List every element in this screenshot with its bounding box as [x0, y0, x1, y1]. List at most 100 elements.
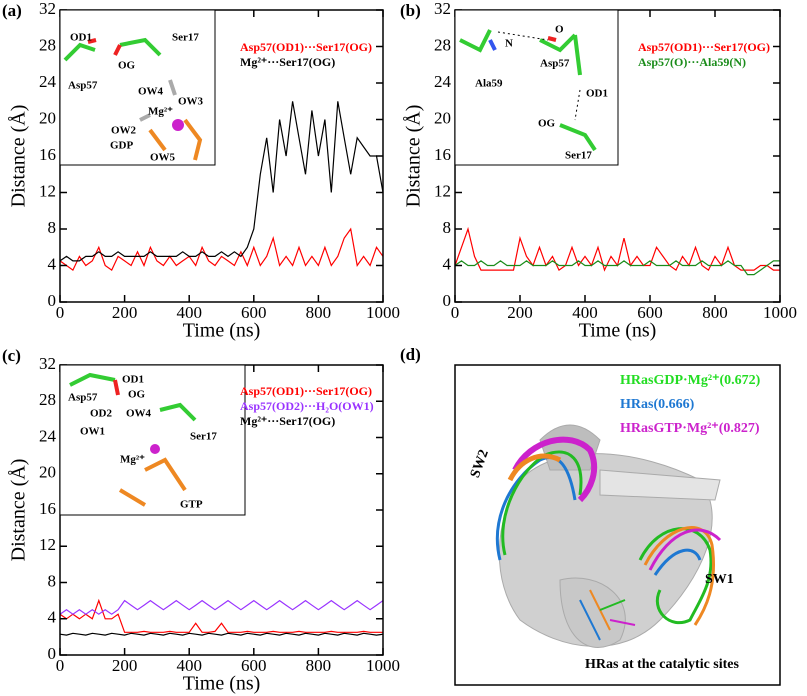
x-axis-label: Time (ns) [183, 320, 261, 342]
inset-sticks [459, 29, 597, 152]
series-line [59, 632, 384, 636]
chart: 0 4 8 12 16 20 24 28 32 0 200 400 600 800 1000 Time (ns… [8, 0, 400, 342]
y-tick-label: 16 [39, 499, 56, 518]
x-tick-label: 0 [56, 303, 65, 322]
inset-label: Mg²⁺ [148, 106, 173, 118]
x-axis-label: Time (ns) [579, 320, 657, 342]
inset-label: OD1 [70, 32, 92, 44]
inset-label: Asp57 [540, 58, 570, 70]
x-tick-label: 1000 [366, 303, 400, 322]
y-tick-label: 28 [39, 35, 56, 54]
y-axis-label: Distance (Å) [8, 459, 30, 562]
y-tick-label: 0 [443, 291, 452, 310]
inset-label: OG [538, 118, 556, 130]
hbond [497, 31, 581, 121]
inset-frame [59, 364, 246, 516]
inset-label: OD1 [122, 374, 144, 386]
inset-label: OW4 [126, 408, 152, 420]
y-tick-label: 20 [39, 463, 56, 482]
ion [150, 444, 160, 454]
y-tick-label: 32 [39, 354, 56, 373]
inset-c: OD1 Asp57 OG OD2 OW4 OW1 Ser17 Mg²⁺ GTP [59, 364, 246, 516]
ion [172, 119, 184, 131]
y-tick-label: 16 [39, 145, 56, 164]
x-tick-label: 200 [112, 656, 138, 675]
series-line [59, 227, 384, 272]
x-tick-label: 600 [241, 303, 267, 322]
inset-label: Mg²⁺ [120, 454, 145, 466]
structure-panel [454, 364, 781, 686]
inset-label: OG [118, 60, 136, 72]
inset-label: OD1 [586, 88, 608, 100]
x-tick-label: 400 [176, 303, 202, 322]
inset-frame [59, 9, 216, 166]
inset-label: OW2 [111, 125, 137, 137]
series-line [59, 599, 384, 615]
y-tick-label: 32 [39, 0, 56, 18]
y-tick-label: 8 [443, 218, 452, 237]
ligand [579, 589, 636, 641]
inset-label: Ala59 [475, 78, 503, 90]
legend-label: Mg²⁺···Ser17(OG) [240, 55, 335, 69]
inset-sticks [63, 37, 203, 161]
inset-label: GDP [110, 140, 134, 152]
inset-frame [454, 9, 619, 166]
y-tick-label: 28 [434, 35, 451, 54]
y-axis-label: Distance (Å) [8, 105, 30, 208]
inset-a: OD1 Ser17 OG Asp57 OW4 OW3 Mg²⁺ OW2 GDP … [59, 9, 216, 166]
inset-label: OW4 [138, 86, 164, 98]
x-tick-label: 600 [637, 303, 663, 322]
inset-label: Ser17 [565, 150, 592, 162]
inset-label: N [505, 38, 513, 50]
y-tick-label: 24 [434, 72, 452, 91]
inset-label: Asp57 [68, 392, 98, 404]
panel-label: (b) [400, 1, 421, 20]
legend-label: Asp57(O)···Ala59(N) [638, 55, 746, 69]
legend-label: Asp57(OD1)···Ser17(OG) [240, 384, 372, 398]
y-tick-label: 24 [39, 426, 57, 445]
y-tick-label: 32 [434, 0, 451, 18]
loops [495, 436, 722, 626]
x-tick-label: 0 [56, 656, 65, 675]
x-tick-label: 200 [507, 303, 533, 322]
legend-label: HRas(0.666) [620, 397, 695, 412]
y-tick-label: 28 [39, 390, 56, 409]
x-tick-label: 800 [306, 656, 332, 675]
inset-b: N O Ala59 Asp57 OD1 OG Ser17 [454, 9, 619, 166]
series-line [454, 260, 780, 276]
inset-label: O [555, 24, 564, 36]
legend-label: HRasGDP·Mg²⁺(0.672) [620, 373, 761, 388]
series-line [59, 598, 383, 633]
y-tick-label: 24 [39, 72, 57, 91]
x-tick-label: 800 [306, 303, 332, 322]
y-tick-label: 4 [48, 254, 57, 273]
y-tick-label: 0 [48, 291, 57, 310]
caption: HRas at the catalytic sites [585, 657, 740, 672]
legend-label: Asp57(OD1)···Ser17(OG) [638, 40, 770, 54]
y-tick-label: 4 [443, 254, 452, 273]
y-tick-label: 20 [434, 108, 451, 127]
inset-label: OW3 [178, 96, 204, 108]
x-tick-label: 0 [451, 303, 460, 322]
x-tick-label: 200 [112, 303, 138, 322]
y-tick-label: 12 [434, 181, 451, 200]
legend-label: Asp57(OD1)···Ser17(OG) [240, 40, 372, 54]
x-tick-label: 400 [176, 656, 202, 675]
y-tick-label: 8 [48, 571, 57, 590]
x-tick-label: 400 [572, 303, 598, 322]
region-label: SW1 [705, 572, 734, 587]
y-tick-label: 12 [39, 535, 56, 554]
x-tick-label: 600 [241, 656, 267, 675]
inset-label: Asp57 [68, 80, 98, 92]
legend-label: Mg²⁺···Ser17(OG) [240, 414, 335, 428]
inset-label: GTP [180, 499, 203, 511]
y-axis-label: Distance (Å) [403, 105, 425, 208]
inset-label: Ser17 [190, 431, 217, 443]
x-axis-label: Time (ns) [183, 673, 261, 695]
y-tick-label: 8 [48, 218, 57, 237]
series-line [59, 101, 384, 262]
legend-label: Asp57(OD2)···H₂O(OW1) [240, 399, 374, 413]
inset-sticks [69, 372, 197, 507]
panel-label: (c) [2, 346, 21, 365]
